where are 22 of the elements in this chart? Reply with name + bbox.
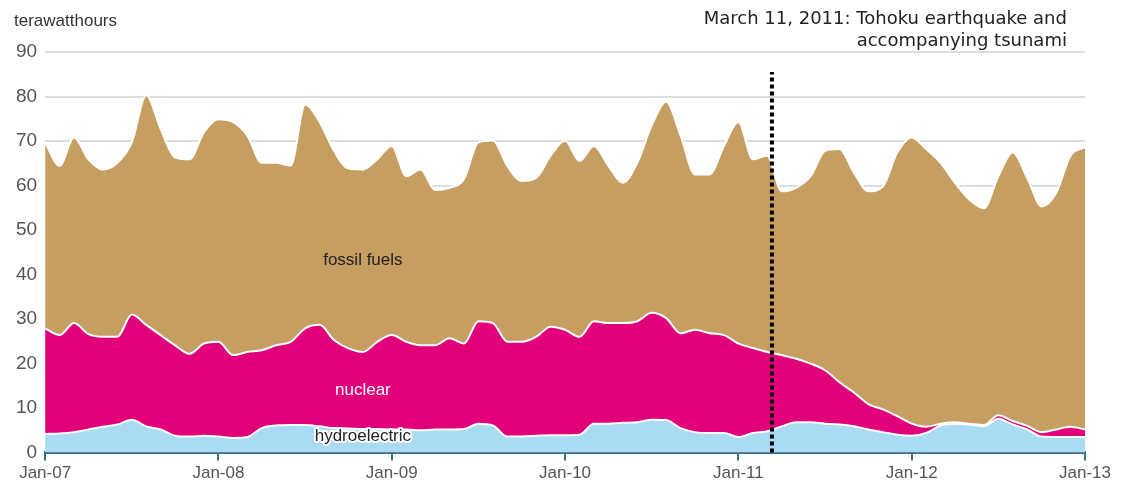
series-label: nuclear bbox=[334, 380, 392, 400]
series-label: hydroelectric bbox=[314, 426, 412, 446]
y-tick-label: 60 bbox=[15, 173, 38, 195]
y-axis-title: terawatthours bbox=[14, 11, 117, 30]
ref-line-label: March 11, 2011: Tohoku earthquake and accompanying tsunami bbox=[703, 7, 1067, 50]
y-tick-label: 90 bbox=[15, 40, 38, 62]
y-tick-label: 50 bbox=[15, 218, 38, 240]
x-tick-label: Jan-11 bbox=[713, 463, 764, 483]
y-tick-label: 40 bbox=[15, 262, 38, 284]
y-tick-label: 0 bbox=[26, 440, 38, 462]
x-tick-label: Jan-10 bbox=[539, 463, 592, 483]
y-tick-label: 10 bbox=[15, 396, 38, 418]
y-tick-label: 70 bbox=[15, 129, 38, 151]
x-tick-label: Jan-08 bbox=[192, 463, 245, 483]
series-label: fossil fuels bbox=[323, 250, 403, 270]
y-tick-label: 30 bbox=[15, 307, 38, 329]
x-tick-label: Jan-12 bbox=[885, 463, 938, 483]
y-tick-label: 80 bbox=[15, 84, 38, 106]
x-tick-label: Jan-09 bbox=[365, 463, 418, 483]
y-tick-label: 20 bbox=[15, 351, 38, 373]
x-tick-label: Jan-13 bbox=[1059, 463, 1111, 483]
x-tick-label: Jan-07 bbox=[19, 463, 72, 483]
